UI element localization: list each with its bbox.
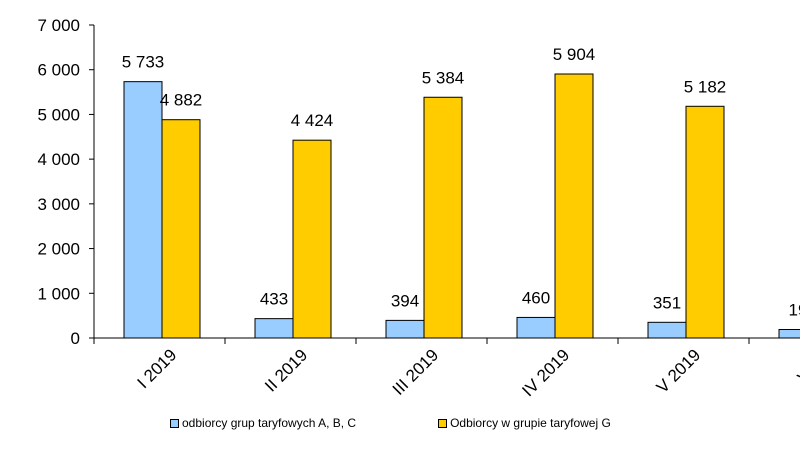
bar-g xyxy=(161,119,201,339)
bar-abc xyxy=(778,329,800,339)
bar-abc xyxy=(254,318,294,339)
data-label-g: 5 182 xyxy=(684,77,727,96)
bar-g xyxy=(423,96,463,339)
data-label-g: 5 904 xyxy=(553,45,596,64)
data-labels: 5 733 4 882 433 4 424 394 5 384 460 5 904 351 5 1… xyxy=(122,45,800,319)
y-tick-label: 4 000 xyxy=(37,150,80,169)
data-label-abc: 394 xyxy=(391,291,419,310)
bar-abc xyxy=(647,321,687,339)
legend-item-abc: odbiorcy grup taryfowych A, B, C xyxy=(170,416,356,430)
y-tick-label: 6 000 xyxy=(37,61,80,80)
legend-label-abc: odbiorcy grup taryfowych A, B, C xyxy=(182,416,357,430)
data-label-g: 4 424 xyxy=(291,111,334,130)
data-label-abc: 5 733 xyxy=(122,53,165,72)
bar-abc xyxy=(385,319,425,339)
legend-label-g: Odbiorcy w grupie taryfowej G xyxy=(450,416,611,430)
category-label: VI 20 xyxy=(794,345,800,387)
y-tick-label: 7 000 xyxy=(37,16,80,35)
legend-item-g: Odbiorcy w grupie taryfowej G xyxy=(438,416,611,430)
category-label: III 2019 xyxy=(389,345,443,399)
bar-abc xyxy=(516,316,556,339)
bar-chart: 0 1 000 2 000 3 000 4 000 5 000 6 000 7 000 5 7… xyxy=(37,16,800,400)
y-axis-ticks: 0 1 000 2 000 3 000 4 000 5 000 6 000 7 000 xyxy=(37,16,750,348)
data-label-abc: 433 xyxy=(260,290,288,309)
category-label: IV 2019 xyxy=(518,345,573,400)
y-tick-label: 1 000 xyxy=(37,284,80,303)
legend: odbiorcy grup taryfowych A, B, C Odbiorc… xyxy=(170,416,693,430)
y-tick-label: 3 000 xyxy=(37,195,80,214)
category-label: V 2019 xyxy=(653,345,705,397)
bar-g xyxy=(685,105,725,339)
category-label: II 2019 xyxy=(261,345,311,395)
data-label-g: 4 882 xyxy=(160,91,203,110)
y-tick-label: 5 000 xyxy=(37,105,80,124)
data-label-abc: 19 xyxy=(789,301,800,320)
bar-abc xyxy=(123,81,163,339)
bar-g xyxy=(554,73,594,339)
bar-g xyxy=(292,139,332,339)
y-tick-label: 0 xyxy=(71,329,80,348)
bars xyxy=(123,73,800,339)
data-label-abc: 460 xyxy=(522,288,550,307)
y-tick-label: 2 000 xyxy=(37,240,80,259)
category-label: I 2019 xyxy=(133,345,180,392)
legend-swatch-abc xyxy=(170,418,179,428)
data-label-abc: 351 xyxy=(653,293,681,312)
category-labels: I 2019 II 2019 III 2019 IV 2019 V 2019 VI 20 xyxy=(133,345,800,400)
legend-swatch-g xyxy=(438,418,448,428)
data-label-g: 5 384 xyxy=(422,68,465,87)
